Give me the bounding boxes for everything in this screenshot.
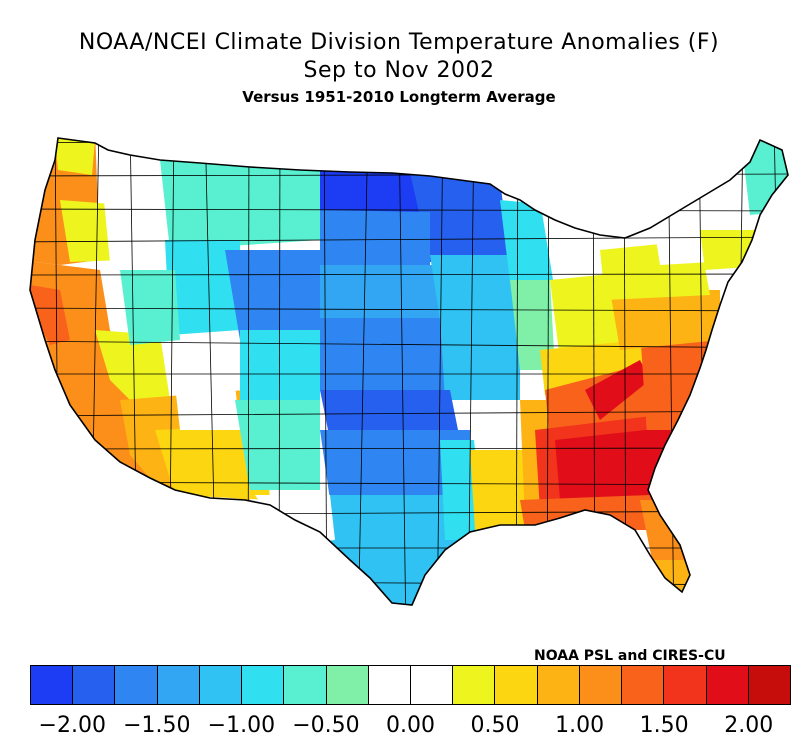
colorbar-tick-label: −1.00 [207, 713, 276, 738]
map-subtitle-baseline: Versus 1951-2010 Longterm Average [242, 88, 556, 106]
colorbar-swatch [664, 666, 707, 704]
colorbar-tick-label: −1.50 [123, 713, 191, 738]
region-missouri [440, 318, 520, 400]
region-oklahoma [320, 390, 460, 440]
region-iowa [430, 255, 515, 320]
region-new-mexico [235, 400, 320, 490]
region-washington-yellow [55, 138, 95, 175]
colorbar-swatch [453, 666, 496, 704]
region-southwest-yellow [155, 425, 270, 500]
colorbar-swatch [748, 666, 790, 704]
colorbar-swatch [73, 666, 116, 704]
colorbar-swatch [706, 666, 749, 704]
colorbar-swatch [326, 666, 369, 704]
colorbar-swatch [284, 666, 327, 704]
colorbar-tick-label: 2.00 [724, 713, 774, 738]
colorbar-swatch [622, 666, 665, 704]
colorbar-swatch [115, 666, 158, 704]
colorbar-swatch [495, 666, 538, 704]
region-colorado-south [240, 330, 320, 405]
credit-label: NOAA PSL and CIRES-CU [534, 648, 726, 664]
region-idaho [100, 160, 165, 262]
region-kansas [320, 318, 445, 390]
colorbar-tick-label: 0.50 [470, 713, 520, 738]
region-california-coast [30, 285, 70, 345]
us-climate-division-map [29, 137, 789, 606]
colorbar-swatch [368, 666, 411, 704]
region-colorado [225, 250, 320, 340]
region-wyoming [165, 240, 240, 335]
region-new-mexico-white [175, 385, 240, 430]
region-nevada-south [95, 330, 170, 410]
colorbar [30, 665, 791, 705]
colorbar-tick-label: 0.00 [386, 713, 435, 738]
region-sc-coast [640, 430, 690, 490]
colorbar-swatch [410, 666, 454, 704]
colorbar-swatch [537, 666, 580, 704]
colorbar-swatch [579, 666, 623, 704]
region-utah [120, 270, 180, 345]
colorbar-swatch [242, 666, 285, 704]
colorbar-swatch [199, 666, 243, 704]
region-north-texas [320, 430, 470, 500]
region-north-dakota [320, 170, 430, 215]
region-maine [740, 138, 788, 215]
map-title: NOAA/NCEI Climate Division Temperature A… [78, 30, 720, 55]
colorbar-tick-label: −0.50 [292, 713, 360, 738]
region-virginia [610, 290, 720, 350]
colorbar-tick-label: −2.00 [38, 713, 106, 738]
region-illinois [510, 280, 555, 370]
region-appalachian-ridge [585, 360, 650, 420]
colorbar-tick-label: 1.00 [555, 713, 605, 738]
region-montana [160, 160, 320, 250]
map-subtitle: Sep to Nov 2002 [303, 58, 495, 83]
colorbar-swatch [157, 666, 200, 704]
colorbar-tick-label: 1.50 [639, 713, 689, 738]
region-deep-south-core [555, 430, 650, 500]
colorbar-swatch [31, 666, 74, 704]
region-nebraska [320, 265, 445, 320]
